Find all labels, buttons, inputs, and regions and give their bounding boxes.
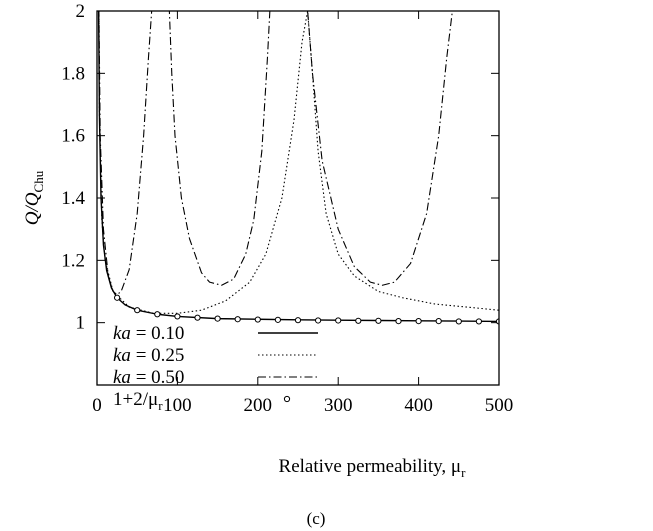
- x-axis-title-subscript: r: [461, 465, 466, 480]
- plot-series: [97, 11, 499, 325]
- plot-frame: [96, 10, 500, 386]
- y-tick-label: 1.6: [61, 126, 85, 147]
- y-axis-title: Q/QChu: [22, 170, 46, 225]
- series-4-point: [475, 318, 482, 325]
- x-tick-label: 400: [404, 395, 433, 416]
- series-4-point: [455, 318, 462, 325]
- legend-label: 1+2/μr: [113, 389, 163, 413]
- x-tick-label: 500: [485, 395, 514, 416]
- x-axis-ticks: 0 100 200 300 400 500: [92, 11, 513, 416]
- series-4-point: [254, 316, 261, 323]
- series-4-point: [214, 315, 221, 322]
- series-4-point: [335, 317, 342, 324]
- y-axis-title-subscript: Chu: [31, 170, 46, 192]
- y-tick-label: 1: [76, 313, 86, 334]
- series-3-line: [98, 11, 453, 296]
- series-4-point: [174, 313, 181, 320]
- legend-label: ka = 0.10: [113, 323, 184, 344]
- y-axis-ticks: 1 1.2 1.4 1.6 1.8 2: [61, 1, 499, 334]
- y-tick-label: 1.4: [61, 188, 85, 209]
- series-2-line: [98, 11, 499, 314]
- y-tick-label: 1.8: [61, 63, 85, 84]
- series-4-point: [234, 316, 241, 323]
- series-4-point: [375, 317, 382, 324]
- x-tick-label: 0: [92, 395, 102, 416]
- series-4-point: [395, 318, 402, 325]
- series-4-point: [154, 311, 161, 318]
- series-1-line: [97, 11, 499, 323]
- series-4-point: [315, 317, 322, 324]
- legend-label: ka = 0.50: [113, 367, 184, 388]
- y-tick-label: 1.2: [61, 250, 85, 271]
- x-axis-title: Relative permeability, μr: [279, 456, 467, 480]
- series-4-point: [194, 314, 201, 321]
- figure-caption: (c): [307, 509, 326, 528]
- series-4-point: [294, 317, 302, 324]
- series-4-point: [114, 294, 121, 301]
- legend-swatch: [283, 395, 291, 403]
- series-4-point: [134, 307, 141, 314]
- series-4-point: [435, 318, 442, 325]
- series-4-point: [355, 317, 362, 324]
- series-4-point: [274, 316, 281, 323]
- y-tick-label: 2: [76, 1, 86, 22]
- x-tick-label: 200: [244, 395, 273, 416]
- legend-label: ka = 0.25: [113, 345, 184, 366]
- x-tick-label: 100: [163, 395, 192, 416]
- series-4-point: [415, 318, 422, 325]
- x-tick-label: 300: [324, 395, 353, 416]
